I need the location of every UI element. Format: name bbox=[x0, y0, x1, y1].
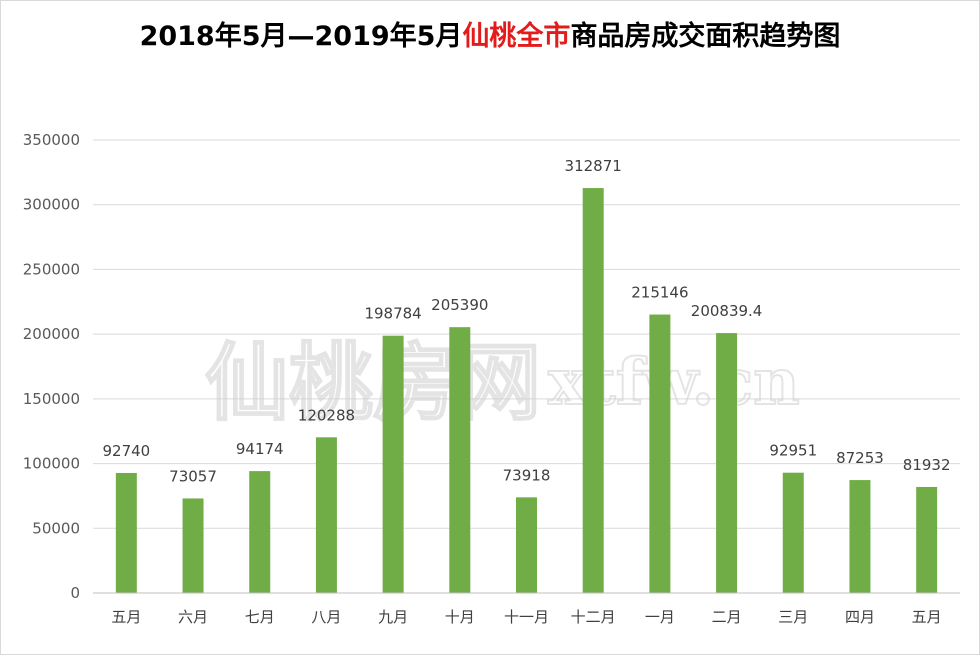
bar bbox=[249, 471, 271, 593]
y-tick-label: 350000 bbox=[23, 131, 80, 149]
x-axis-categories: 五月 六月 七月 八月 九月 十月 十一月 十二月 一月 二月 三月 四月 五月 bbox=[111, 608, 941, 626]
gridlines bbox=[93, 139, 960, 529]
data-labels: 92740 73057 94174 120288 198784 205390 73918 31… bbox=[102, 157, 950, 485]
x-category-label: 九月 bbox=[378, 608, 408, 626]
bar bbox=[382, 335, 404, 593]
x-category-label: 六月 bbox=[178, 608, 208, 626]
bar bbox=[849, 480, 871, 593]
data-label: 92951 bbox=[769, 442, 817, 460]
watermark-cn: 仙桃房网 bbox=[205, 334, 541, 432]
title-subject: 商品房成交面积趋势图 bbox=[570, 21, 841, 52]
x-category-label: 二月 bbox=[712, 608, 742, 626]
data-label: 205390 bbox=[431, 296, 488, 314]
bar bbox=[516, 497, 537, 593]
x-category-label: 五月 bbox=[111, 608, 141, 626]
bar bbox=[782, 472, 804, 593]
data-label: 215146 bbox=[631, 284, 688, 302]
data-label: 92740 bbox=[102, 442, 150, 460]
x-category-label: 十一月 bbox=[504, 608, 549, 626]
watermark: 仙桃房网 xtfw.cn bbox=[204, 333, 801, 433]
y-tick-label: 0 bbox=[70, 584, 80, 602]
title-highlight: 仙桃全市 bbox=[462, 21, 571, 52]
y-tick-label: 150000 bbox=[23, 390, 80, 408]
y-tick-label: 50000 bbox=[32, 519, 80, 537]
y-tick-label: 200000 bbox=[23, 325, 80, 343]
bar bbox=[916, 486, 938, 593]
x-category-label: 一月 bbox=[645, 608, 675, 626]
data-label: 120288 bbox=[298, 406, 355, 424]
y-tick-label: 100000 bbox=[23, 455, 80, 473]
x-category-label: 十二月 bbox=[571, 608, 616, 626]
data-label: 81932 bbox=[903, 456, 951, 474]
bar bbox=[115, 472, 137, 593]
x-category-label: 三月 bbox=[778, 608, 808, 626]
bar bbox=[649, 314, 671, 593]
data-label: 94174 bbox=[236, 440, 284, 458]
bar bbox=[182, 498, 204, 593]
data-label: 87253 bbox=[836, 449, 884, 467]
bar bbox=[449, 327, 471, 593]
chart-title: 2018年5月—2019年5月仙桃全市商品房成交面积趋势图 bbox=[0, 14, 980, 53]
bar bbox=[582, 188, 604, 593]
y-tick-label: 300000 bbox=[23, 196, 80, 214]
data-label: 198784 bbox=[364, 305, 421, 323]
data-label: 73918 bbox=[503, 466, 551, 484]
x-category-label: 七月 bbox=[245, 608, 275, 626]
data-label: 73057 bbox=[169, 467, 217, 485]
data-label: 312871 bbox=[565, 157, 622, 175]
title-date-range: 2018年5月—2019年5月 bbox=[139, 21, 463, 52]
x-category-label: 十月 bbox=[445, 608, 475, 626]
bar bbox=[315, 437, 337, 593]
x-category-label: 四月 bbox=[845, 608, 875, 626]
x-category-label: 八月 bbox=[311, 608, 341, 626]
data-label: 200839.4 bbox=[691, 302, 763, 320]
bars bbox=[115, 188, 938, 593]
y-tick-label: 250000 bbox=[23, 260, 80, 278]
y-axis-ticks: 0 50000 100000 150000 200000 250000 300000 3500… bbox=[23, 131, 80, 602]
bar bbox=[716, 333, 738, 593]
x-category-label: 五月 bbox=[912, 608, 942, 626]
